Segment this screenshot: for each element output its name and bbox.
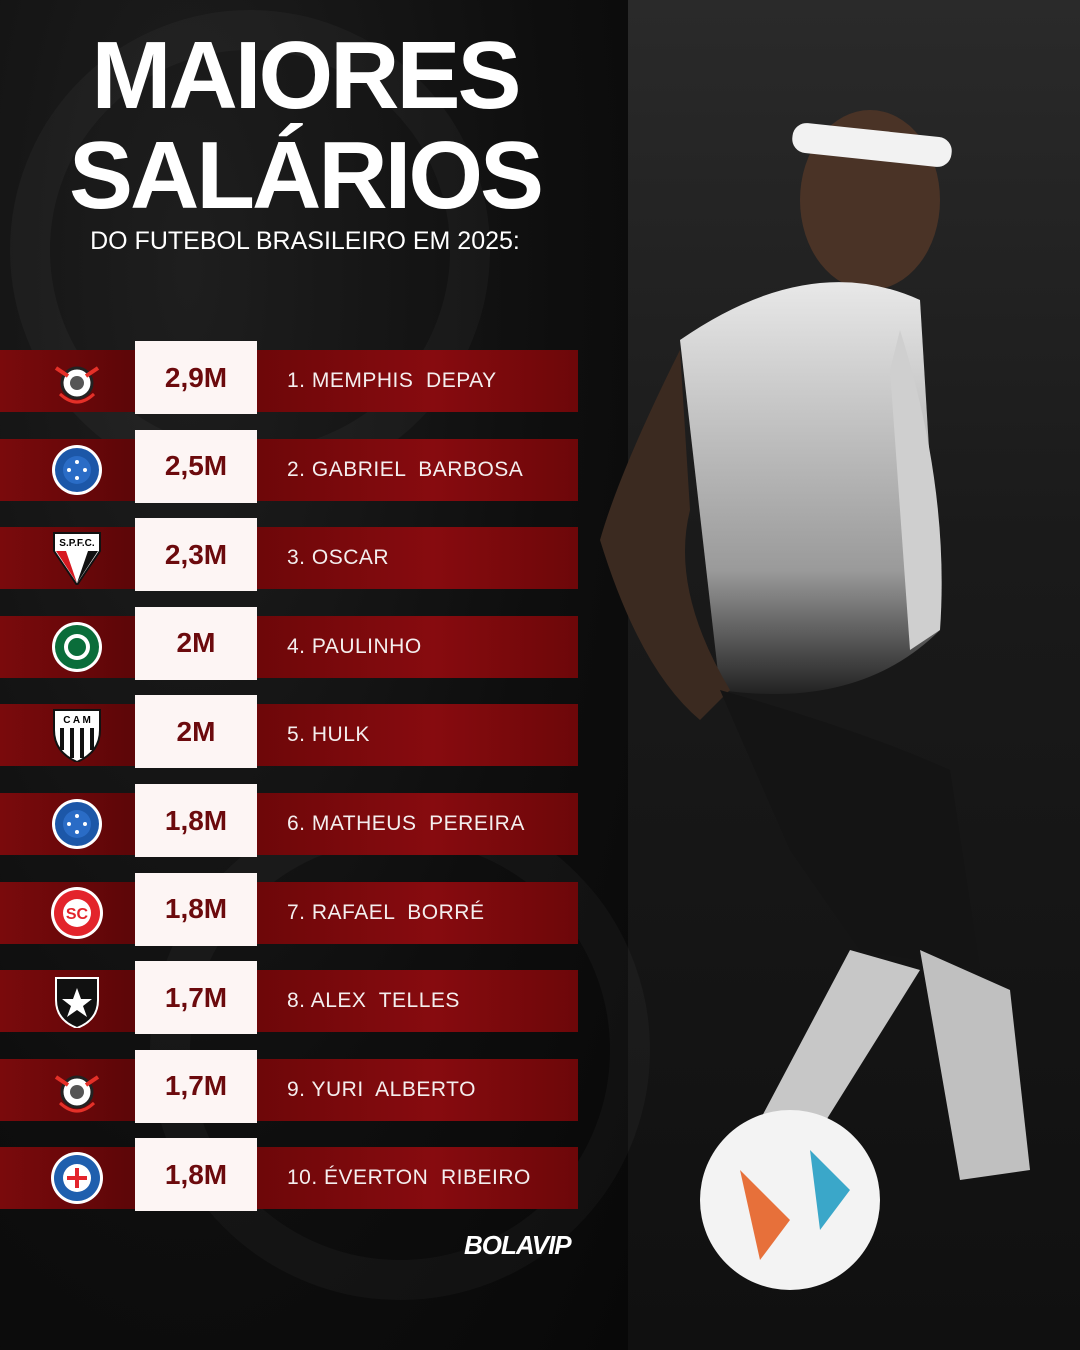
player-rank: 10. bbox=[287, 1166, 318, 1190]
player-rank: 4. bbox=[287, 634, 306, 658]
corinthians-crest-icon bbox=[54, 1075, 100, 1113]
player-name: 1. MEMPHIS DEPAY bbox=[287, 350, 497, 412]
salary-value: 1,8M bbox=[164, 893, 228, 925]
salary-box: 2,9M bbox=[135, 341, 257, 414]
salary-value: 2M bbox=[176, 627, 216, 659]
atletico-mineiro-crest-icon: C A M bbox=[53, 709, 101, 763]
cruzeiro-crest-icon bbox=[52, 444, 102, 495]
ranking-row: 2M 4. PAULINHO bbox=[0, 606, 578, 680]
salary-value: 2,5M bbox=[164, 450, 228, 482]
player-rank: 8. bbox=[287, 989, 306, 1013]
svg-text:C A M: C A M bbox=[63, 715, 91, 726]
palmeiras-crest-icon bbox=[52, 621, 102, 672]
salary-box: 1,8M bbox=[135, 784, 257, 857]
player-name: 8. ALEX TELLES bbox=[287, 970, 460, 1032]
ranking-row: C A M 2M 5. HULK bbox=[0, 695, 578, 769]
salary-value: 1,8M bbox=[164, 804, 228, 836]
salary-value: 2,3M bbox=[164, 538, 228, 570]
player-rank: 7. bbox=[287, 900, 306, 924]
player-rank: 5. bbox=[287, 723, 306, 747]
title-line-2: SALÁRIOS bbox=[68, 122, 544, 229]
player-name-text: RAFAEL BORRÉ bbox=[311, 900, 485, 924]
salary-box: 2,5M bbox=[135, 429, 257, 503]
player-name: 2. GABRIEL BARBOSA bbox=[287, 439, 523, 501]
player-name-text: PAULINHO bbox=[311, 634, 422, 658]
player-rank: 3. bbox=[287, 546, 306, 570]
player-name-text: MEMPHIS DEPAY bbox=[311, 369, 497, 392]
salary-box: 2M bbox=[135, 606, 257, 680]
player-rank: 6. bbox=[287, 812, 306, 835]
salary-box: 1,8M bbox=[135, 872, 257, 946]
player-photo bbox=[600, 110, 1030, 1290]
player-name: 6. MATHEUS PEREIRA bbox=[287, 793, 525, 855]
cruzeiro-crest-icon bbox=[52, 799, 102, 849]
player-name: 5. HULK bbox=[287, 704, 370, 766]
player-name-text: YURI ALBERTO bbox=[311, 1077, 476, 1101]
player-name: 3. OSCAR bbox=[287, 527, 389, 589]
player-name: 10. ÉVERTON RIBEIRO bbox=[287, 1147, 531, 1209]
player-name-text: ÉVERTON RIBEIRO bbox=[324, 1166, 531, 1190]
ranking-row: 1,8M 6. MATHEUS PEREIRA bbox=[0, 784, 578, 857]
bolavip-logo: BOLAVIP bbox=[464, 1230, 572, 1260]
salary-box: 2M bbox=[135, 695, 257, 769]
ranking-row: 1,7M 9. YURI ALBERTO bbox=[0, 1049, 578, 1123]
salary-box: 2,3M bbox=[135, 518, 257, 592]
subtitle: DO FUTEBOL BRASILEIRO EM 2025: bbox=[90, 227, 520, 255]
player-rank: 2. bbox=[287, 457, 306, 481]
botafogo-crest-icon bbox=[55, 977, 99, 1029]
player-name-text: HULK bbox=[311, 723, 370, 747]
salary-box: 1,8M bbox=[135, 1138, 257, 1212]
svg-text:SC: SC bbox=[66, 906, 89, 923]
ranking-row: 1,8M 10. ÉVERTON RIBEIRO bbox=[0, 1138, 578, 1212]
bahia-crest-icon bbox=[51, 1152, 103, 1205]
salary-value: 2,9M bbox=[164, 361, 228, 393]
ranking-row: 2,9M 1. MEMPHIS DEPAY bbox=[0, 341, 578, 414]
salary-box: 1,7M bbox=[135, 1049, 257, 1123]
svg-text:S.P.F.C.: S.P.F.C. bbox=[59, 538, 95, 549]
sao-paulo-crest-icon: S.P.F.C. bbox=[53, 532, 101, 586]
player-name: 4. PAULINHO bbox=[287, 616, 422, 678]
player-name-text: ALEX TELLES bbox=[310, 989, 460, 1013]
ranking-row: S.P.F.C. 2,3M 3. OSCAR bbox=[0, 518, 578, 592]
corinthians-crest-icon bbox=[54, 366, 100, 404]
row-bar bbox=[0, 1058, 578, 1121]
title-line-1: MAIORES bbox=[91, 22, 521, 129]
player-name-text: GABRIEL BARBOSA bbox=[311, 457, 524, 481]
salary-value: 1,7M bbox=[164, 981, 228, 1013]
player-rank: 9. bbox=[287, 1077, 306, 1101]
ranking-row: 2,5M 2. GABRIEL BARBOSA bbox=[0, 429, 578, 503]
player-name: 7. RAFAEL BORRÉ bbox=[287, 882, 484, 944]
salary-value: 2M bbox=[176, 715, 216, 747]
ranking-row: SC 1,8M 7. RAFAEL BORRÉ bbox=[0, 872, 578, 946]
player-name-text: MATHEUS PEREIRA bbox=[311, 812, 525, 835]
ranking-row: 1,7M 8. ALEX TELLES bbox=[0, 961, 578, 1035]
player-name: 9. YURI ALBERTO bbox=[287, 1059, 476, 1121]
player-name-text: OSCAR bbox=[311, 546, 390, 570]
salary-value: 1,8M bbox=[164, 1158, 228, 1190]
salary-value: 1,7M bbox=[164, 1070, 228, 1102]
row-bar bbox=[0, 350, 578, 412]
salary-box: 1,7M bbox=[135, 961, 257, 1035]
player-rank: 1. bbox=[287, 369, 306, 392]
internacional-crest-icon: SC bbox=[51, 886, 103, 939]
